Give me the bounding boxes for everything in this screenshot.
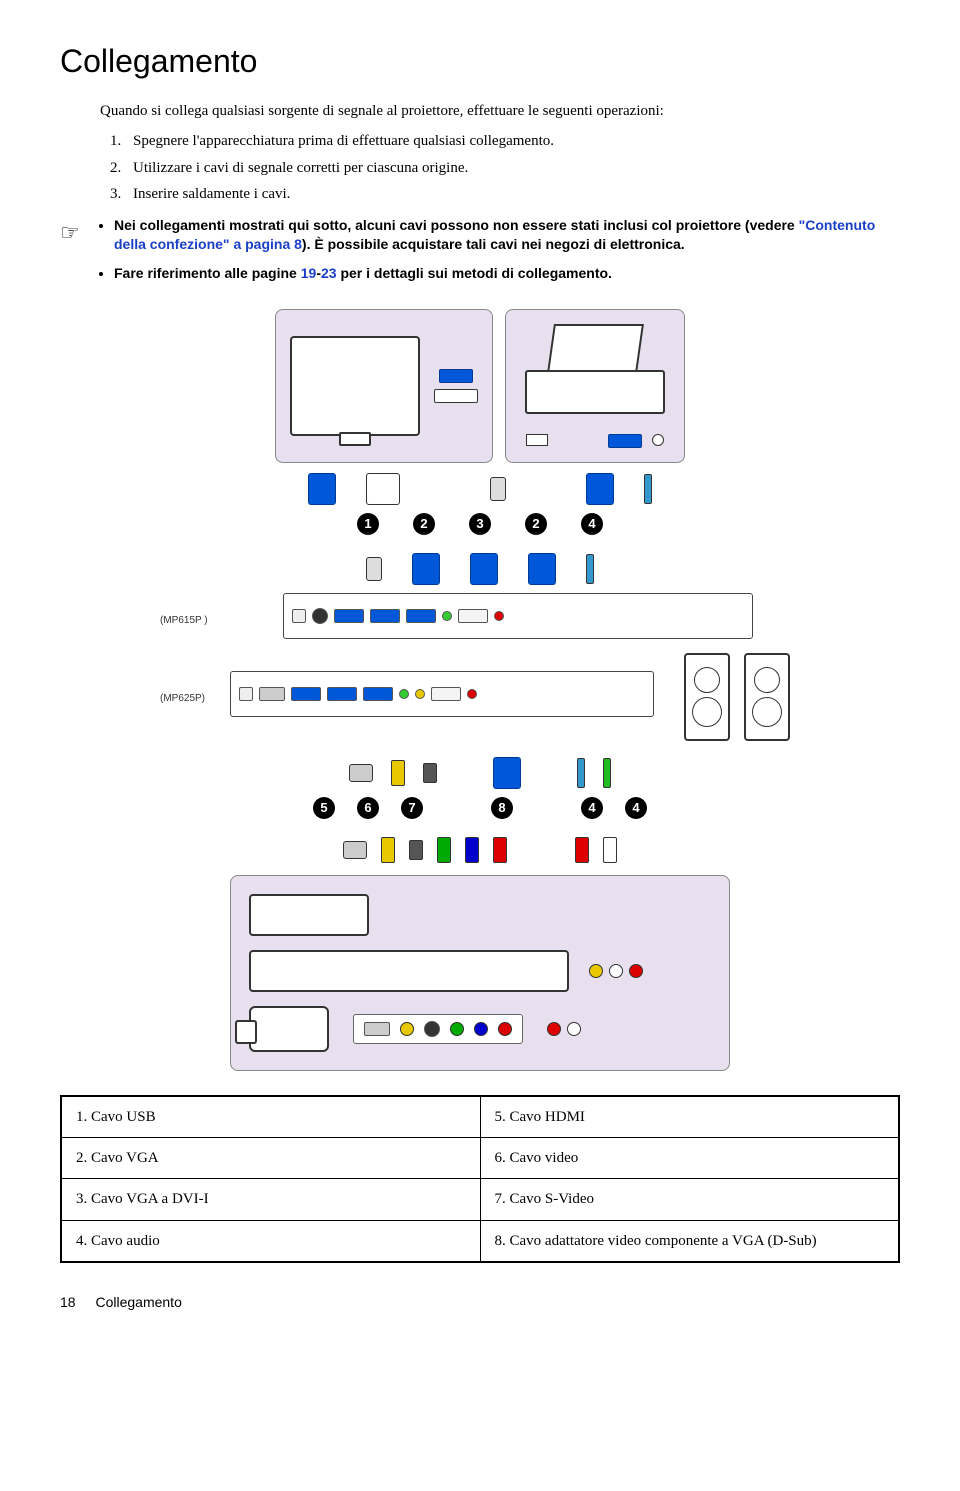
vga-connector-icon: [470, 553, 498, 585]
camcorder-icon: [249, 1006, 329, 1052]
cable-legend-table: 1. Cavo USB 5. Cavo HDMI 2. Cavo VGA 6. …: [60, 1095, 900, 1263]
dvi-connector-icon: [366, 473, 400, 505]
dvi-port-icon: [434, 389, 478, 403]
audio-connector-icon: [603, 758, 611, 788]
usb-connector-icon: [490, 477, 506, 501]
rca-connector-icon: [603, 837, 617, 863]
cable-number: 2: [413, 513, 435, 535]
connection-diagram: 1 2 3 2 4 (MP615P ) (MP625P): [160, 309, 800, 1071]
svideo-connector-icon: [423, 763, 437, 783]
laptop-icon: [520, 324, 670, 414]
console-icon: [249, 894, 369, 936]
usb-port-icon: [526, 434, 548, 446]
page-link[interactable]: 19: [301, 265, 317, 281]
step-item: Utilizzare i cavi di segnale corretti pe…: [125, 158, 900, 178]
audio-port-icon: [652, 434, 664, 446]
laptop-panel: [505, 309, 685, 463]
cable-number-row: 5 6 7 8 4 4: [160, 797, 800, 819]
speakers-icon: [674, 649, 800, 749]
note-bullet: Nei collegamenti mostrati qui sotto, alc…: [114, 216, 900, 254]
rca-connector-icon: [465, 837, 479, 863]
legend-cell: 1. Cavo USB: [61, 1096, 480, 1138]
audio-connector-icon: [644, 474, 652, 504]
rca-connector-icon: [391, 760, 405, 786]
dvd-player-icon: [249, 950, 569, 992]
vga-connector-icon: [493, 757, 521, 789]
page-number: 18: [60, 1294, 76, 1310]
cable-number: 7: [401, 797, 423, 819]
rca-connector-icon: [381, 837, 395, 863]
legend-cell: 3. Cavo VGA a DVI-I: [61, 1179, 480, 1220]
model-label: (MP615P ): [160, 614, 220, 628]
usb-connector-icon: [366, 557, 382, 581]
cable-number-row: 1 2 3 2 4: [160, 513, 800, 535]
av-ports-panel: [353, 1014, 523, 1044]
monitor-panel: [275, 309, 493, 463]
rca-connector-icon: [493, 837, 507, 863]
projector-panel-2: [230, 671, 654, 717]
legend-cell: 2. Cavo VGA: [61, 1138, 480, 1179]
legend-cell: 6. Cavo video: [480, 1138, 899, 1179]
page-title: Collegamento: [60, 40, 900, 83]
step-item: Inserire saldamente i cavi.: [125, 184, 900, 204]
audio-connector-icon: [586, 554, 594, 584]
legend-cell: 7. Cavo S-Video: [480, 1179, 899, 1220]
page-footer: 18 Collegamento: [60, 1293, 900, 1312]
page-link[interactable]: 23: [321, 265, 337, 281]
cable-number: 4: [581, 797, 603, 819]
svideo-connector-icon: [409, 840, 423, 860]
model-label: (MP625P): [160, 692, 214, 706]
cable-number: 5: [313, 797, 335, 819]
audio-connector-icon: [577, 758, 585, 788]
projector-panel-1: [283, 593, 753, 639]
rca-connector-icon: [437, 837, 451, 863]
cable-number: 1: [357, 513, 379, 535]
step-item: Spegnere l'apparecchiatura prima di effe…: [125, 131, 900, 151]
hdmi-connector-icon: [349, 764, 373, 782]
cable-number: 4: [581, 513, 603, 535]
vga-connector-icon: [528, 553, 556, 585]
note-icon: ☞: [60, 216, 96, 248]
intro-text: Quando si collega qualsiasi sorgente di …: [100, 101, 900, 121]
steps-list: Spegnere l'apparecchiatura prima di effe…: [125, 131, 900, 204]
cable-number: 6: [357, 797, 379, 819]
note-bullet: Fare riferimento alle pagine 19-23 per i…: [114, 264, 900, 283]
cable-number: 2: [525, 513, 547, 535]
legend-cell: 5. Cavo HDMI: [480, 1096, 899, 1138]
vga-connector-icon: [308, 473, 336, 505]
legend-cell: 8. Cavo adattatore video componente a VG…: [480, 1220, 899, 1262]
cable-number: 8: [491, 797, 513, 819]
monitor-icon: [290, 336, 420, 436]
cable-number: 4: [625, 797, 647, 819]
av-sources-panel: [230, 875, 730, 1071]
cable-number: 3: [469, 513, 491, 535]
vga-port-icon: [608, 434, 642, 448]
legend-cell: 4. Cavo audio: [61, 1220, 480, 1262]
vga-connector-icon: [586, 473, 614, 505]
footer-section-title: Collegamento: [95, 1294, 181, 1310]
vga-connector-icon: [412, 553, 440, 585]
rca-connector-icon: [575, 837, 589, 863]
vga-port-icon: [439, 369, 473, 383]
hdmi-connector-icon: [343, 841, 367, 859]
